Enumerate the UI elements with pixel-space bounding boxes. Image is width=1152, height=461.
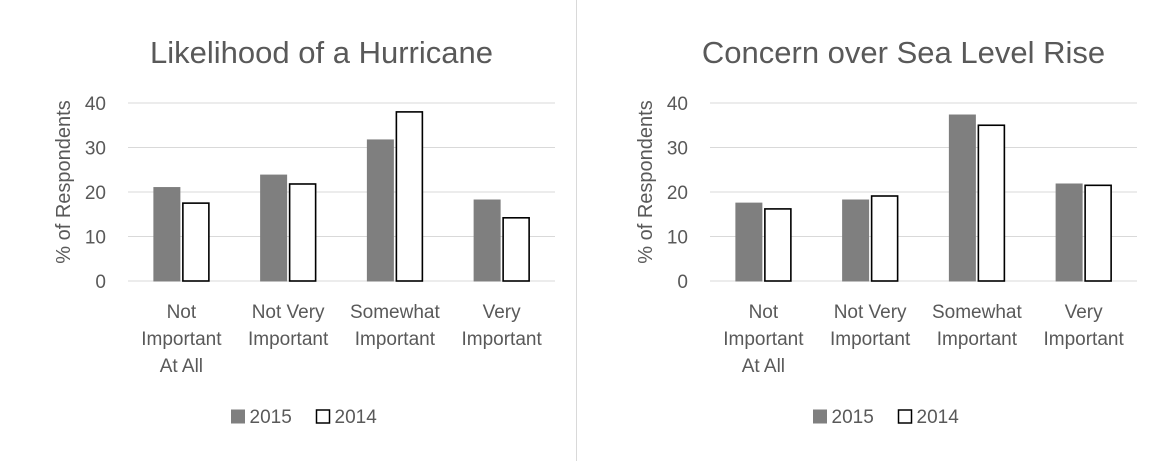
y-tick-label: 20 [85,183,106,204]
bar-2015-1 [260,174,288,282]
y-tick-label: 40 [85,94,106,115]
bar-2014-0 [764,208,792,282]
bar-2015-3 [1055,183,1083,282]
bar-2014-1 [288,183,317,282]
x-category-label: Important [355,329,436,350]
bar-2014-3 [1084,184,1112,282]
x-category-label: Important [937,329,1018,350]
legend-swatch-2015 [231,409,245,424]
legend-swatch-2014 [897,409,913,424]
legend-label-2015: 2015 [250,407,292,428]
bar-2014-2 [977,124,1006,282]
y-axis-label: % of Respondents [635,100,657,263]
bar-2014-2 [395,111,424,282]
x-category-label: Important [723,329,804,350]
x-category-label: Somewhat [350,302,440,323]
chart-panel-sea-level: Concern over Sea Level Rise % of Responde… [582,0,1152,461]
x-category-label: Important [1043,329,1124,350]
x-category-label: At All [160,356,203,377]
legend-swatch-2014 [315,409,331,424]
bar-2015-3 [473,199,501,282]
y-tick-label: 10 [667,228,688,249]
bar-2014-3 [502,217,530,282]
x-category-label: Somewhat [932,302,1022,323]
bar-2015-2 [366,139,394,282]
y-tick-label: 10 [85,228,106,249]
chart-svg-hurricane: Likelihood of a Hurricane % of Respondent… [53,35,555,428]
x-category-label: Not [749,302,779,323]
x-category-label: Important [141,329,222,350]
bar-2015-1 [842,199,870,282]
x-category-label: Not [167,302,197,323]
y-tick-label: 20 [667,183,688,204]
bar-2015-0 [153,187,181,282]
x-category-label: Not Very [252,302,325,323]
y-tick-label: 30 [667,139,688,160]
legend-label-2014: 2014 [335,407,378,428]
chart-svg-sea-level: Concern over Sea Level Rise % of Responde… [635,35,1137,428]
y-tick-label: 0 [677,272,688,293]
x-category-label: Important [248,329,329,350]
x-category-label: At All [742,356,785,377]
x-category-label: Very [1065,302,1104,323]
x-category-label: Very [483,302,522,323]
y-tick-label: 30 [85,139,106,160]
legend-swatch-2015 [813,409,827,424]
legend-label-2014: 2014 [917,407,960,428]
x-category-label: Important [461,329,542,350]
legend-label-2015: 2015 [832,407,874,428]
bar-2014-1 [870,195,899,282]
x-category-label: Not Very [834,302,907,323]
bar-2015-2 [948,114,976,282]
panel-divider [576,0,577,461]
bar-2015-0 [735,202,763,282]
x-category-label: Important [830,329,911,350]
chart-title: Likelihood of a Hurricane [150,35,493,70]
y-axis-label: % of Respondents [53,100,75,263]
chart-panel-hurricane: Likelihood of a Hurricane % of Respondent… [0,0,570,461]
y-tick-label: 40 [667,94,688,115]
y-tick-label: 0 [95,272,106,293]
bar-2014-0 [182,202,210,282]
chart-title: Concern over Sea Level Rise [702,35,1105,70]
